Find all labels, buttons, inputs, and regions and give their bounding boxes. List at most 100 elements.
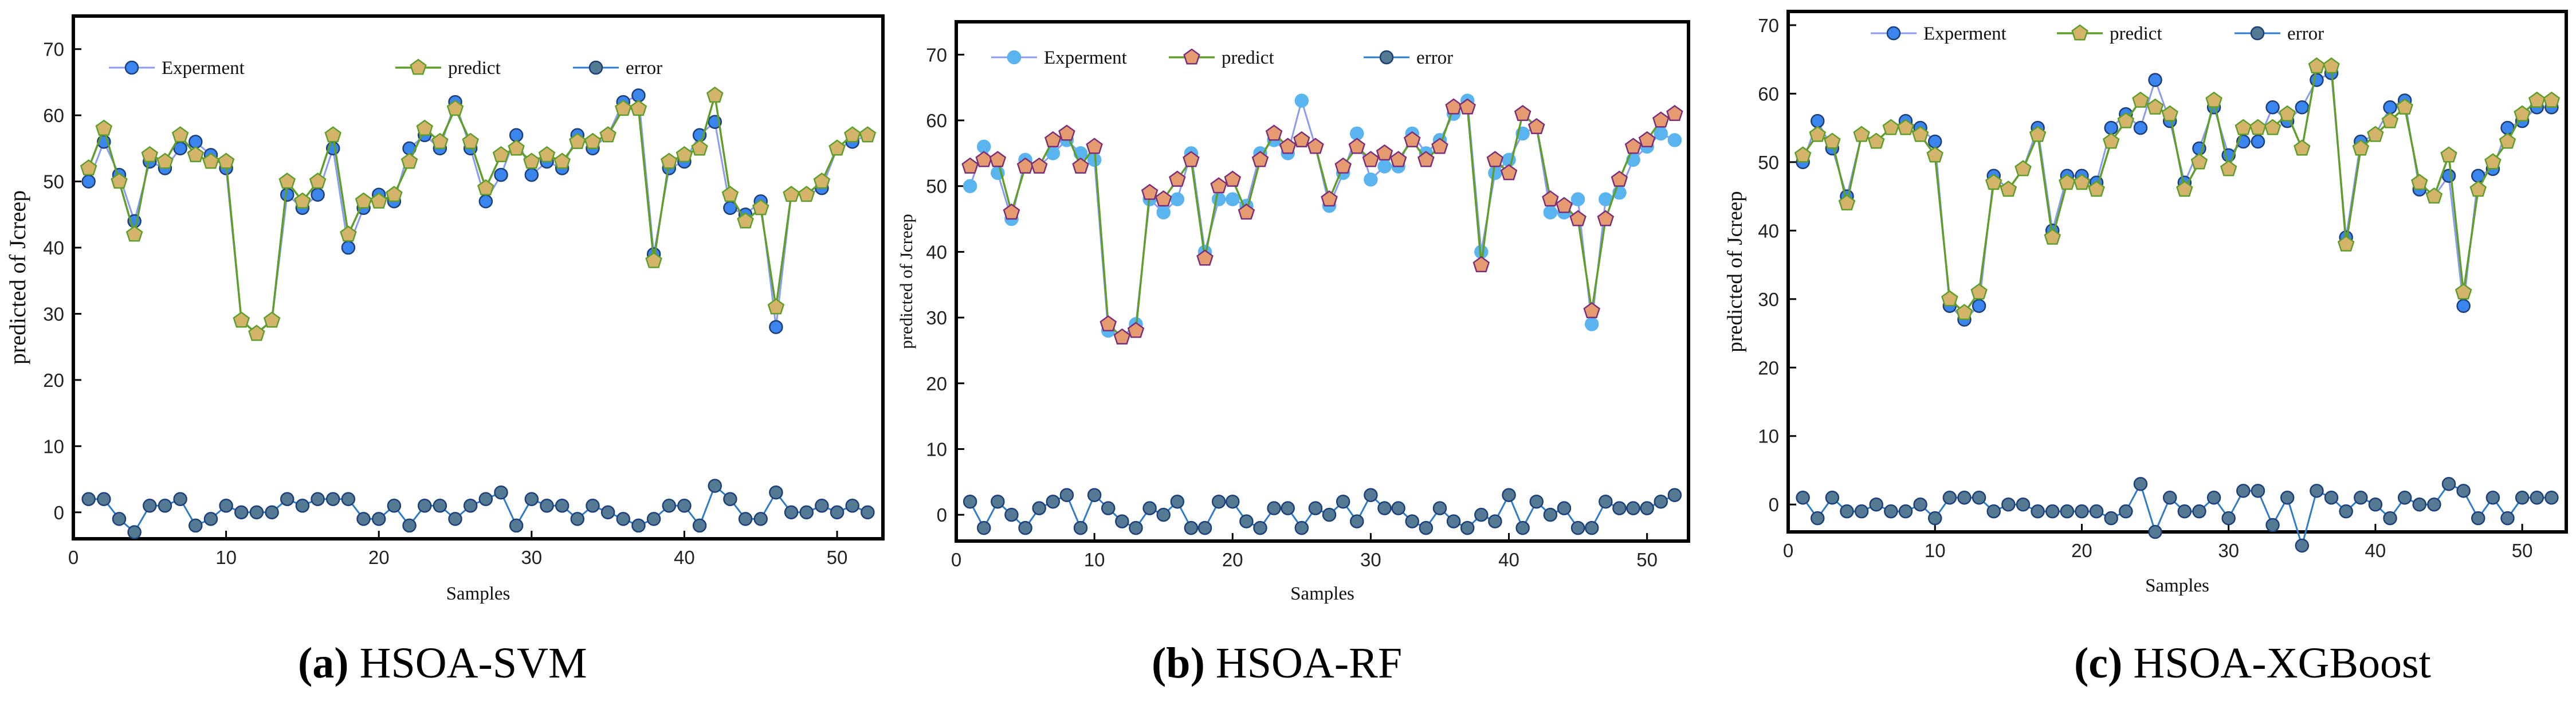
data-point xyxy=(2132,91,2149,108)
y-axis-label: predicted of Jcreep xyxy=(896,214,916,349)
caption-title: HSOA-SVM xyxy=(349,639,587,687)
data-point xyxy=(738,512,753,526)
data-point xyxy=(1488,514,1502,528)
data-point xyxy=(1377,501,1392,515)
data-point xyxy=(2323,57,2340,74)
data-point xyxy=(173,492,187,506)
data-point xyxy=(2045,504,2060,519)
data-point xyxy=(1927,511,1942,526)
data-point xyxy=(540,499,554,513)
data-point xyxy=(2412,497,2427,512)
data-point xyxy=(1824,132,1841,149)
legend-entry-error: error xyxy=(2235,23,2324,44)
data-point xyxy=(1474,507,1489,522)
data-point xyxy=(2352,139,2370,156)
legend-label: predict xyxy=(448,58,501,79)
data-point xyxy=(1141,183,1159,200)
data-point xyxy=(1251,151,1269,167)
x-tick-label: 0 xyxy=(1783,540,1793,561)
data-point xyxy=(1059,488,1074,502)
data-point xyxy=(431,132,449,149)
data-point xyxy=(784,505,799,520)
data-point xyxy=(1472,256,1490,272)
data-point xyxy=(1004,507,1019,522)
data-point xyxy=(1794,146,1812,163)
data-point xyxy=(616,512,631,526)
data-point xyxy=(294,192,311,209)
plot-frame xyxy=(72,14,885,540)
data-point xyxy=(2295,100,2310,115)
legend-swatch-marker xyxy=(124,60,139,75)
data-point xyxy=(553,152,571,169)
data-point xyxy=(1810,511,1825,526)
data-point xyxy=(492,146,510,163)
data-point xyxy=(2425,187,2443,204)
data-point xyxy=(143,499,157,513)
data-point xyxy=(1972,491,1986,505)
data-point xyxy=(1667,488,1682,502)
data-point xyxy=(1584,520,1599,535)
data-point xyxy=(1654,126,1668,141)
data-point xyxy=(798,186,815,202)
legend-entry-error: error xyxy=(1364,48,1453,68)
data-point xyxy=(1654,494,1668,509)
y-tick-label: 40 xyxy=(1758,220,1779,241)
data-point xyxy=(2500,511,2515,526)
data-point xyxy=(1170,192,1185,206)
data-point xyxy=(1584,317,1599,331)
series-line-predict xyxy=(1802,65,2552,314)
data-point xyxy=(1072,157,1089,174)
data-point xyxy=(1362,151,1380,167)
y-tick-label: 60 xyxy=(926,110,947,131)
y-tick-label: 10 xyxy=(1758,426,1779,447)
data-point xyxy=(81,492,96,506)
data-point xyxy=(1913,497,1927,512)
data-point xyxy=(400,152,418,169)
data-point xyxy=(2528,91,2546,108)
data-point xyxy=(2484,153,2502,170)
data-point xyxy=(1364,488,1378,502)
data-point xyxy=(1308,501,1323,515)
data-point xyxy=(2206,491,2221,505)
data-point xyxy=(1044,131,1062,148)
data-point xyxy=(1542,190,1559,207)
data-point xyxy=(2148,524,2162,539)
data-point xyxy=(448,512,462,526)
series-line-predict xyxy=(88,94,868,335)
data-point xyxy=(189,518,203,533)
data-point xyxy=(1099,315,1117,332)
y-tick-label: 10 xyxy=(926,438,947,460)
data-point xyxy=(1543,507,1558,522)
y-tick-label: 0 xyxy=(937,504,947,526)
data-point xyxy=(2088,181,2105,197)
data-point xyxy=(80,159,97,176)
y-tick-label: 20 xyxy=(1758,357,1779,378)
data-point xyxy=(2133,477,2148,491)
y-tick-label: 30 xyxy=(926,307,947,328)
series-error xyxy=(1796,477,2559,553)
data-point xyxy=(2192,504,2206,519)
data-point xyxy=(2176,181,2193,197)
x-tick-label: 50 xyxy=(2512,540,2533,561)
data-point xyxy=(2221,511,2236,526)
series-line-error xyxy=(88,485,868,533)
y-axis-label: predicted of Jcreep xyxy=(5,190,30,365)
chart-panel-2: 0 10 20 30 40 50 60 70 0 10 20 30 40 50 Samples predict… xyxy=(896,20,1690,687)
x-tick-label: 10 xyxy=(215,547,237,568)
data-point xyxy=(1279,138,1297,154)
data-point xyxy=(752,199,769,216)
data-point xyxy=(248,324,265,341)
data-point xyxy=(2265,518,2280,532)
data-point xyxy=(478,492,493,506)
data-point xyxy=(961,157,979,174)
x-tick-label: 0 xyxy=(68,547,78,568)
data-point xyxy=(81,174,96,189)
data-point xyxy=(1840,504,1854,519)
data-point xyxy=(769,320,783,334)
data-point xyxy=(1293,131,1310,148)
data-point xyxy=(341,240,356,255)
data-point xyxy=(1459,98,1476,115)
x-tick-label: 0 xyxy=(951,549,961,570)
data-point xyxy=(2104,511,2118,526)
data-point xyxy=(2441,169,2456,183)
